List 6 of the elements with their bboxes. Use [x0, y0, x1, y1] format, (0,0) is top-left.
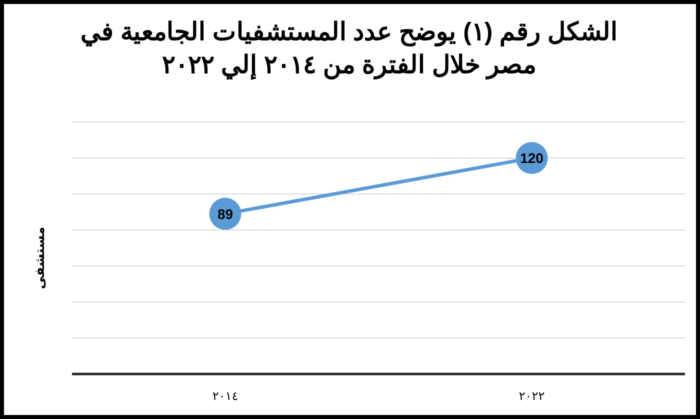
chart-title: الشكل رقم (١) يوضح عدد المستشفيات الجامعية في مصر خلال الفترة من ٢٠١٤ إلي ٢٠٢٢: [79, 17, 619, 82]
x-tick-label: ٢٠١٤: [212, 389, 238, 403]
x-tick-label: ٢٠٢٢: [518, 389, 545, 403]
y-axis-title: مستشفى: [33, 226, 48, 290]
data-label: 120: [520, 150, 544, 166]
data-label: 89: [217, 206, 234, 222]
